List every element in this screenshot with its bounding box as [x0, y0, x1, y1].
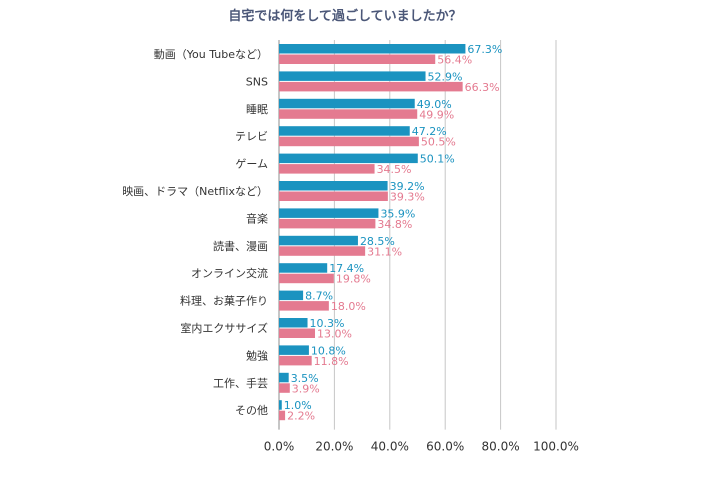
bar-series-2	[279, 328, 316, 338]
category-label: 睡眠	[246, 103, 268, 116]
data-label-series-2: 34.5%	[377, 163, 412, 176]
bar-series-1	[279, 235, 358, 246]
bar-series-2	[279, 81, 463, 92]
bar-series-1	[279, 290, 304, 301]
data-label-series-1: 10.3%	[310, 317, 345, 330]
bar-series-2	[279, 383, 290, 393]
category-label: オンライン交流	[191, 266, 268, 280]
category-label: 動画（You Tubeなど）	[154, 47, 268, 61]
data-labels: 67.3%56.4% 52.9%66.3% 49.0%49.9% 47.2%50.5%…	[284, 43, 503, 423]
bar-series-1	[279, 153, 418, 164]
category-label: SNS	[246, 75, 268, 88]
bar-series-2	[279, 191, 388, 201]
bar-series-1	[279, 181, 388, 191]
data-label-series-2: 11.8%	[314, 355, 349, 368]
bar-series-2	[279, 218, 376, 229]
x-tick-label: 20.0%	[315, 440, 353, 454]
category-label: ゲーム	[235, 158, 268, 171]
bar-series-1	[279, 98, 415, 109]
data-label-series-1: 1.0%	[284, 399, 312, 412]
bar-series-1	[279, 318, 308, 328]
data-label-series-2: 13.0%	[317, 328, 352, 341]
category-label: その他	[235, 404, 268, 417]
data-label-series-1: 35.9%	[380, 207, 415, 220]
bar-series-2	[279, 410, 286, 421]
bar-series-1	[279, 400, 282, 410]
category-label: 工作、手芸	[213, 376, 268, 390]
bar-series-2	[279, 136, 419, 147]
category-label: 音楽	[246, 211, 268, 225]
data-label-series-1: 10.8%	[311, 344, 346, 357]
data-label-series-1: 28.5%	[360, 235, 395, 248]
bar-series-1	[279, 126, 410, 136]
data-label-series-1: 8.7%	[305, 290, 333, 303]
x-tick-label: 0.0%	[264, 440, 295, 454]
bar-series-2	[279, 355, 312, 366]
bar-series-2	[279, 109, 418, 119]
bar-series-2	[279, 164, 375, 174]
x-tick-label: 100.0%	[533, 440, 579, 454]
category-label: 勉強	[246, 348, 268, 362]
data-label-series-2: 19.8%	[336, 273, 371, 286]
data-label-series-2: 18.0%	[331, 300, 366, 313]
data-label-series-2: 2.2%	[287, 410, 315, 423]
x-tick-label: 80.0%	[482, 440, 520, 454]
data-label-series-1: 39.2%	[390, 180, 425, 193]
data-label-series-2: 50.5%	[421, 136, 456, 149]
data-label-series-1: 67.3%	[467, 43, 502, 56]
category-label: 料理、お菓子作り	[180, 294, 268, 308]
category-label: 映画、ドラマ（Netflixなど）	[122, 185, 268, 198]
data-label-series-1: 17.4%	[329, 262, 364, 275]
category-label: テレビ	[235, 130, 268, 143]
data-label-series-1: 49.0%	[417, 98, 452, 111]
bar-series-2	[279, 246, 366, 256]
bar-series-1	[279, 208, 379, 218]
data-label-series-1: 47.2%	[412, 125, 447, 138]
data-label-series-1: 3.5%	[291, 372, 319, 385]
bar-series-1	[279, 372, 289, 383]
bar-series-2	[279, 54, 436, 64]
data-label-series-2: 31.1%	[367, 245, 402, 258]
bars	[279, 44, 466, 421]
bar-series-1	[279, 44, 466, 54]
data-label-series-2: 66.3%	[465, 81, 500, 94]
data-label-series-2: 34.8%	[377, 218, 412, 231]
bar-series-1	[279, 71, 426, 81]
x-tick-label: 40.0%	[371, 440, 409, 454]
bar-series-2	[279, 273, 334, 284]
category-label: 室内エクササイズ	[180, 321, 268, 335]
data-label-series-1: 52.9%	[428, 70, 463, 83]
x-tick-label: 60.0%	[426, 440, 464, 454]
category-label: 読書、漫画	[213, 239, 268, 253]
data-label-series-1: 50.1%	[420, 153, 455, 166]
data-label-series-2: 56.4%	[437, 54, 472, 67]
data-label-series-2: 49.9%	[419, 108, 454, 121]
chart-title: 自宅では何をして過ごしていましたか？	[228, 8, 461, 24]
bar-series-1	[279, 345, 309, 355]
bar-series-1	[279, 263, 328, 273]
data-label-series-2: 39.3%	[390, 191, 425, 204]
category-labels: 動画（You Tubeなど） SNS 睡眠テレビゲーム映画、ドラマ（Netflixな…	[122, 47, 268, 417]
x-tick-labels: 0.0% 20.0% 40.0% 60.0% 80.0% 100.0%	[264, 440, 579, 454]
bar-series-2	[279, 301, 329, 311]
data-label-series-2: 3.9%	[292, 382, 320, 395]
